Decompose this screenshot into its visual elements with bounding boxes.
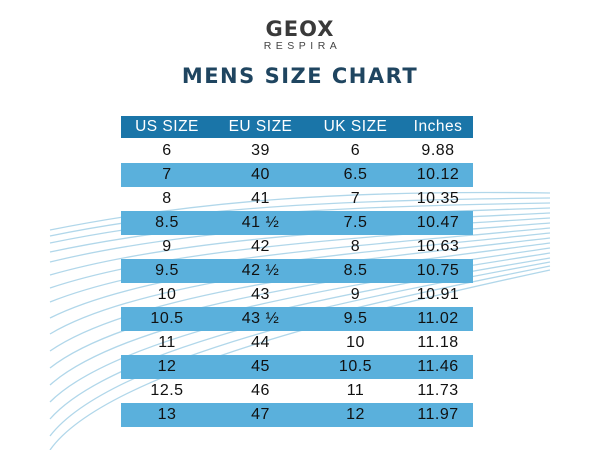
table-cell: 44 [251,334,270,351]
brand-logo: GEOX RESPIRA [0,18,600,52]
table-cell: 41 ½ [241,214,280,231]
table-row: 13 47 12 11.97 [121,403,473,427]
table-row: 12.5 46 11 11.73 [121,379,473,403]
table-cell: 8.5 [343,262,368,279]
table-cell: 42 [251,238,270,255]
table-cell: 47 [251,406,270,423]
table-cell: 9 [350,286,361,303]
table-cell: 11.18 [417,334,459,351]
table-header-row: US SIZE EU SIZE UK SIZE Inches [121,116,473,138]
table-row: 9 42 8 10.63 [121,235,473,259]
table-cell: 9.88 [421,142,455,159]
table-row: 8 41 7 10.35 [121,187,473,211]
table-row: 8.5 41 ½ 7.5 10.47 [121,211,473,235]
table-cell: 13 [157,406,177,423]
column-header: UK SIZE [323,118,388,135]
table-cell: 45 [251,358,270,375]
table-cell: 41 [251,190,270,207]
table-cell: 10.47 [416,214,460,231]
table-cell: 8 [162,190,172,207]
table-cell: 10.5 [338,358,373,375]
table-cell: 11.02 [417,310,459,327]
table-row: 6 39 6 9.88 [121,139,473,163]
table-cell: 11 [346,382,365,399]
brand-name: GEOX [265,17,335,41]
table-row: 9.5 42 ½ 8.5 10.75 [121,259,473,283]
table-cell: 42 ½ [241,262,280,279]
table-cell: 12.5 [150,382,184,399]
table-cell: 10.91 [416,286,460,303]
table-row: 11 44 10 11.18 [121,331,473,355]
table-cell: 10.5 [150,310,184,327]
table-row: 10 43 9 10.91 [121,283,473,307]
table-cell: 7.5 [343,214,368,231]
table-row: 7 40 6.5 10.12 [121,163,473,187]
table-cell: 40 [251,166,270,183]
table-cell: 7 [162,166,172,183]
table-cell: 11.97 [417,406,459,423]
table-cell: 9.5 [343,310,368,327]
column-header: US SIZE [135,118,199,135]
table-cell: 39 [251,142,270,159]
table-cell: 11.73 [417,382,459,399]
table-cell: 10 [346,334,365,351]
table-cell: 8.5 [155,214,179,231]
brand-tagline: RESPIRA [263,40,342,52]
table-cell: 10.12 [416,166,460,183]
table-cell: 9.5 [155,262,179,279]
table-cell: 6 [162,142,172,159]
page-title: MENS SIZE CHART [181,64,419,88]
table-cell: 11 [158,334,176,351]
table-cell: 8 [350,238,361,255]
table-cell: 10 [157,286,177,303]
table-cell: 11.46 [417,358,459,375]
table-cell: 10.35 [416,190,460,207]
table-cell: 6 [350,142,361,159]
column-header: Inches [413,118,463,135]
table-cell: 10.63 [416,238,460,255]
table-cell: 43 ½ [241,310,280,327]
table-cell: 46 [251,382,270,399]
size-chart-table: US SIZE EU SIZE UK SIZE Inches 6 39 6 9.88 7… [121,116,473,427]
table-cell: 9 [162,238,172,255]
table-cell: 6.5 [343,166,368,183]
table-row: 12 45 10.5 11.46 [121,355,473,379]
table-cell: 43 [251,286,270,303]
table-cell: 7 [350,190,361,207]
column-header: EU SIZE [228,118,293,135]
table-row: 10.5 43 ½ 9.5 11.02 [121,307,473,331]
table-cell: 10.75 [416,262,460,279]
table-cell: 12 [157,358,177,375]
table-cell: 12 [346,406,365,423]
